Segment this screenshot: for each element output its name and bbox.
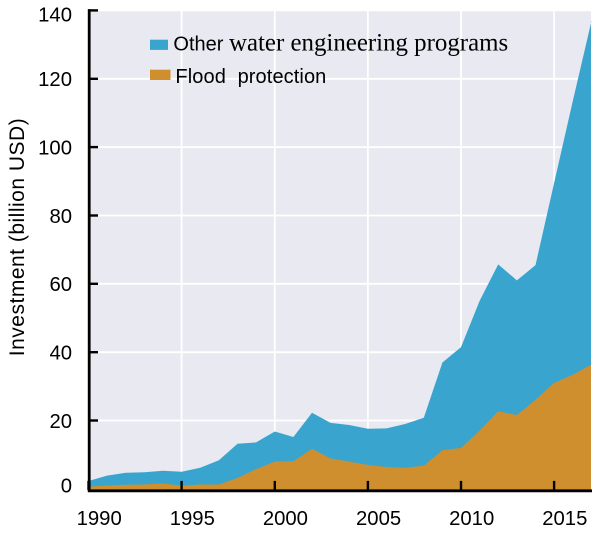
svg-text:20: 20 [49, 411, 72, 433]
svg-text:2010: 2010 [449, 508, 494, 530]
svg-text:Flood protection: Flood protection [175, 66, 326, 88]
svg-text:1990: 1990 [77, 508, 122, 530]
svg-text:2005: 2005 [356, 508, 401, 530]
svg-text:Investment (billion USD): Investment (billion USD) [6, 118, 29, 356]
svg-text:100: 100 [38, 138, 72, 160]
svg-text:80: 80 [49, 206, 72, 228]
svg-text:1995: 1995 [170, 508, 215, 530]
svg-text:Other water engineering progra: Other water engineering programs [173, 30, 508, 57]
svg-text:2015: 2015 [542, 508, 587, 530]
svg-text:60: 60 [49, 274, 72, 296]
svg-text:40: 40 [49, 343, 72, 365]
svg-text:140: 140 [38, 5, 72, 27]
svg-text:120: 120 [38, 69, 72, 91]
svg-text:2000: 2000 [263, 508, 308, 530]
svg-text:0: 0 [61, 476, 72, 498]
